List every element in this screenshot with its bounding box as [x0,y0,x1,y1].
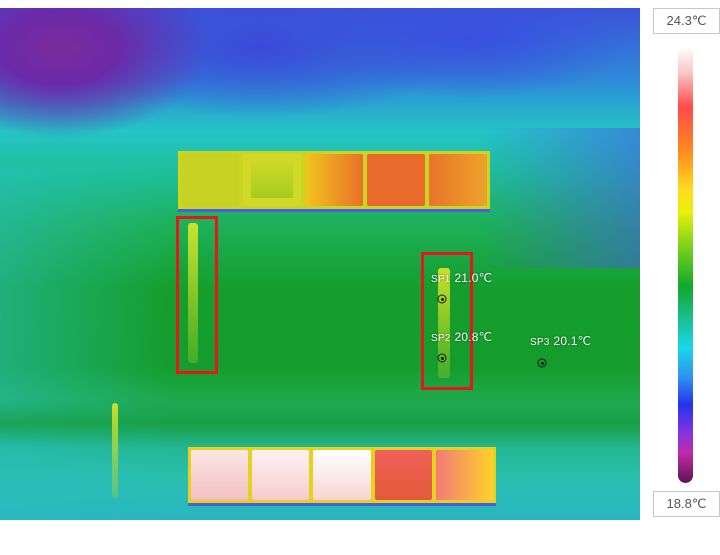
window-pane [243,154,301,206]
roi-box-left[interactable] [176,216,218,374]
spot-temperature: 20.1℃ [553,334,592,348]
spot-marker-sp2[interactable] [437,353,447,363]
spot-label-sp1: SP1 21.0℃ [431,271,492,285]
roi-box-right[interactable] [421,252,473,390]
window-pane [305,154,363,206]
warm-streak [112,403,118,498]
max-temperature-label: 24.3℃ [653,8,720,34]
window-pane [367,154,425,206]
spot-name: SP3 [530,337,550,348]
thermal-band [0,398,640,448]
thermal-cool-region [480,128,640,268]
lower-window-strip [188,447,496,506]
spot-name: SP2 [431,333,451,344]
upper-window-strip [178,151,490,212]
spot-name: SP1 [431,274,451,285]
spot-marker-sp1[interactable] [437,294,447,304]
warm-streak [188,223,198,363]
spot-label-sp2: SP2 20.8℃ [431,330,492,344]
window-pane [429,154,487,206]
window-pane [313,450,371,500]
window-pane [181,154,239,206]
thermal-image[interactable] [0,8,640,520]
min-temperature-label: 18.8℃ [653,491,720,517]
window-pane [191,450,249,500]
color-scale-bar [678,46,693,483]
spot-label-sp3: SP3 20.1℃ [530,334,591,348]
spot-temperature: 21.0℃ [454,271,493,285]
window-pane [374,450,432,500]
spot-temperature: 20.8℃ [454,330,493,344]
spot-marker-sp3[interactable] [537,358,547,368]
thermal-cool-region [0,168,170,520]
window-pane [252,450,310,500]
window-pane [435,450,494,500]
